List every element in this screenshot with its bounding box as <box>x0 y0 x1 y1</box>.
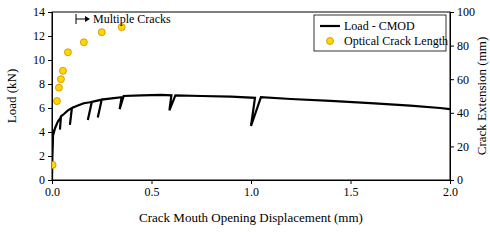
legend-swatch <box>320 25 340 27</box>
series-line <box>52 95 450 180</box>
tick: 4 <box>39 125 52 139</box>
tick-label: 1.0 <box>244 185 259 199</box>
tick-mark <box>450 79 454 80</box>
scatter-point <box>59 67 66 74</box>
legend: Load - CMODOptical Crack Length <box>314 15 448 51</box>
scatter-point <box>80 39 87 46</box>
tick-label: 100 <box>457 5 475 19</box>
tick: 60 <box>450 73 469 87</box>
tick-mark <box>450 146 454 147</box>
tick-mark <box>48 180 52 181</box>
tick-label: 60 <box>457 73 469 87</box>
tick-label: 10 <box>33 53 45 67</box>
scatter-point <box>53 98 60 105</box>
scatter-point <box>55 84 62 91</box>
tick-label: 8 <box>39 77 45 91</box>
tick-mark <box>450 113 454 114</box>
tick-label: 6 <box>39 101 45 115</box>
tick: 80 <box>450 39 469 53</box>
y2-axis: 0 20 40 60 80 100 <box>450 5 475 187</box>
y-axis: 0 2 4 6 8 10 12 14 <box>33 5 53 187</box>
tick: 10 <box>33 53 52 67</box>
x-axis: 0.0 0.5 1.0 1.5 2.0 <box>45 180 458 199</box>
tick: 2 <box>39 149 52 163</box>
tick-label: 0 <box>457 173 463 187</box>
annotation: Multiple Cracks <box>76 12 171 26</box>
tick: 12 <box>33 29 52 43</box>
tick: 20 <box>450 140 469 154</box>
tick-label: 1.5 <box>344 185 359 199</box>
tick: 40 <box>450 106 469 120</box>
axis-line <box>451 13 455 181</box>
y2-axis-title: Crack Extension (mm) <box>474 37 489 155</box>
tick-label: 12 <box>33 29 45 43</box>
tick: 100 <box>450 5 475 19</box>
tick-label: 80 <box>457 39 469 53</box>
tick-label: 4 <box>39 125 45 139</box>
tick: 2.0 <box>443 180 458 199</box>
tick-mark <box>48 36 52 37</box>
tick-mark <box>48 60 52 61</box>
tick-mark <box>48 132 52 133</box>
plot-frame <box>52 12 450 180</box>
axis-line <box>53 181 451 185</box>
tick-mark <box>251 180 252 184</box>
tick: 0 <box>450 173 463 187</box>
tick-label: 2 <box>39 149 45 163</box>
tick: 0 <box>39 173 52 187</box>
tick-mark <box>450 46 454 47</box>
tick-label: 14 <box>33 5 45 19</box>
scatter-point <box>57 76 64 83</box>
legend-label: Load - CMOD <box>344 19 415 33</box>
tick: 8 <box>39 77 52 91</box>
scatter-point <box>52 161 56 168</box>
tick-mark <box>48 156 52 157</box>
scatter-point <box>64 49 71 56</box>
legend-label: Optical Crack Length <box>344 34 448 48</box>
annotation-text: Multiple Cracks <box>93 12 171 26</box>
chart: 0.00.51.01.52.002468101214020406080100Cr… <box>0 0 490 232</box>
axis-line <box>48 13 53 181</box>
tick-mark <box>48 12 52 13</box>
tick-label: 20 <box>457 140 469 154</box>
legend-swatch <box>327 38 334 45</box>
tick-mark <box>48 108 52 109</box>
scatter-point <box>98 29 105 36</box>
tick-mark <box>450 180 454 181</box>
tick-mark <box>351 180 352 184</box>
tick: 0.5 <box>145 180 160 199</box>
tick: 1.0 <box>244 180 259 199</box>
tick-label: 0 <box>39 173 45 187</box>
tick-label: 0.0 <box>45 185 60 199</box>
tick: 14 <box>33 5 52 19</box>
tick-mark <box>450 12 454 13</box>
tick: 6 <box>39 101 52 115</box>
tick: 1.5 <box>344 180 359 199</box>
plot-area <box>52 24 450 180</box>
tick-mark <box>152 180 153 184</box>
tick-label: 2.0 <box>443 185 458 199</box>
x-axis-title: Crack Mouth Opening Displacement (mm) <box>139 210 363 225</box>
y-axis-title: Load (kN) <box>4 69 19 124</box>
tick-label: 0.5 <box>145 185 160 199</box>
tick: 0.0 <box>45 180 60 199</box>
tick-label: 40 <box>457 106 469 120</box>
annotation-arrowhead <box>85 16 90 22</box>
tick-mark <box>48 84 52 85</box>
